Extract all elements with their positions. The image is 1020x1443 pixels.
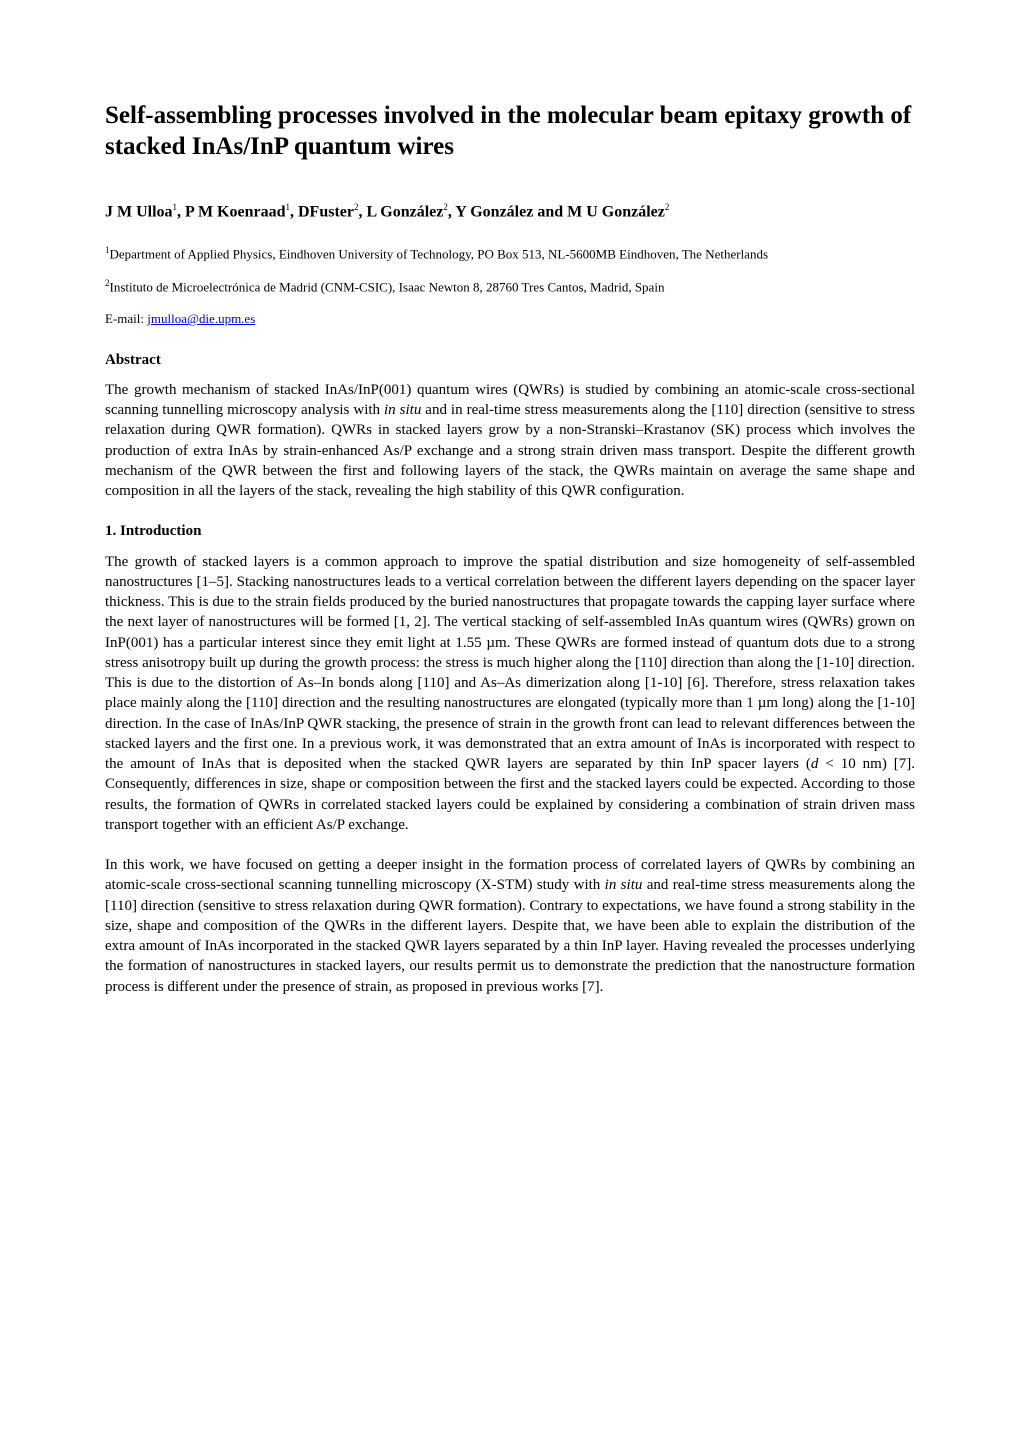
section-1-heading: 1. Introduction [105,521,915,541]
abstract-heading: Abstract [105,350,915,370]
abstract-text: The growth mechanism of stacked InAs/InP… [105,380,915,502]
affiliation-2: 2Instituto de Microelectrónica de Madrid… [105,277,915,296]
affiliation-1: 1Department of Applied Physics, Eindhove… [105,244,915,263]
paper-title: Self-assembling processes involved in th… [105,100,915,163]
email-line: E-mail: jmulloa@die.upm.es [105,310,915,328]
email-link[interactable]: jmulloa@die.upm.es [147,311,255,326]
authors-list: J M Ulloa1, P M Koenraad1, DFuster2, L G… [105,201,915,223]
email-label: E-mail: [105,311,147,326]
section-1-para-1: The growth of stacked layers is a common… [105,552,915,836]
section-1-para-2: In this work, we have focused on getting… [105,855,915,997]
